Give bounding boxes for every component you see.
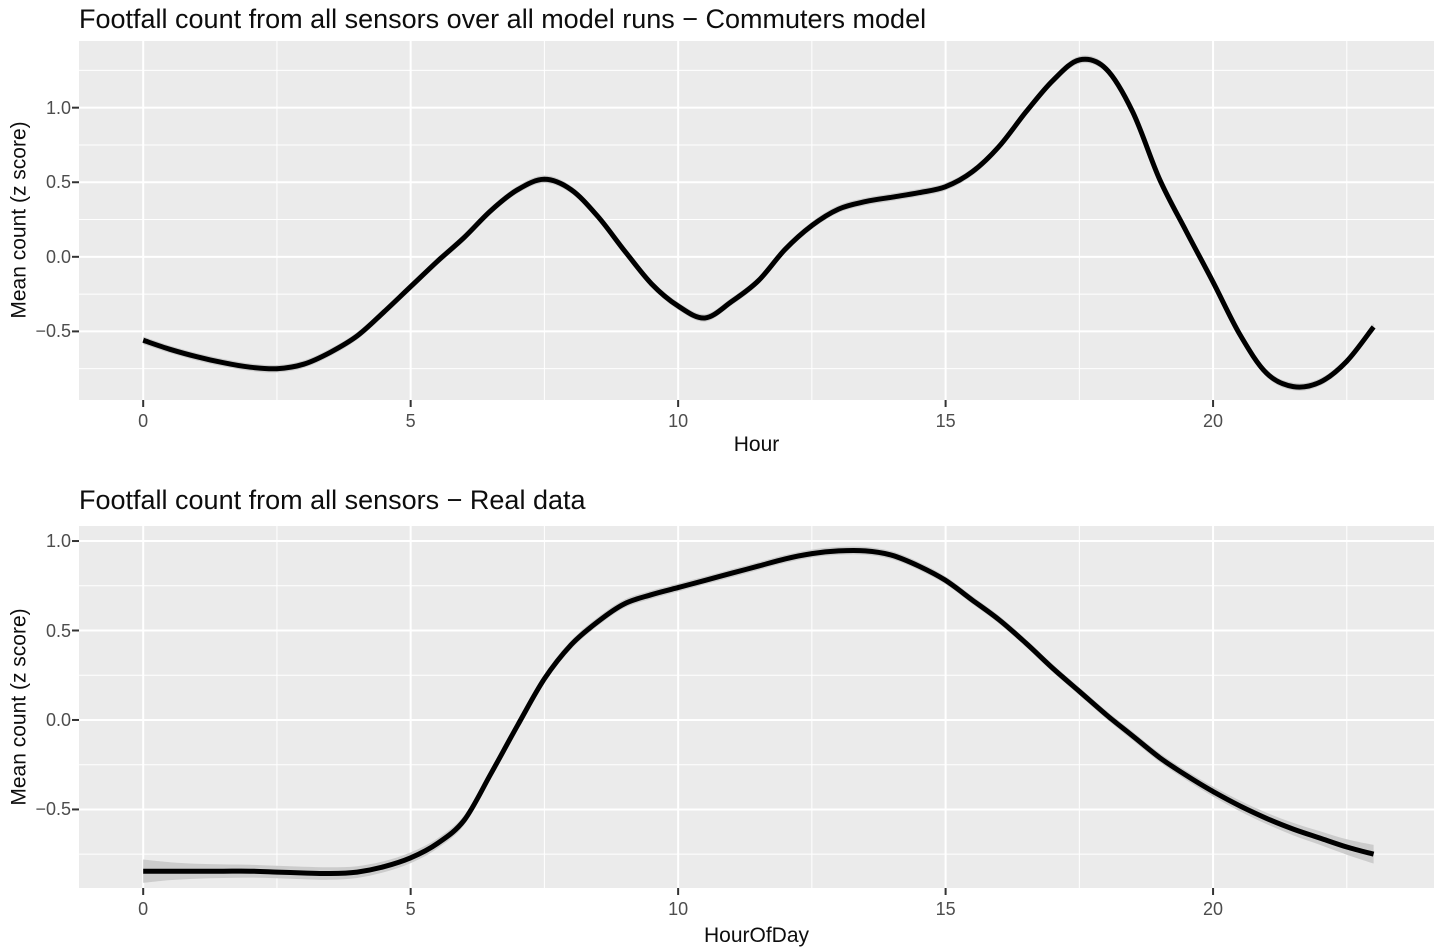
panel-background [79,526,1434,888]
grid-major [79,41,1434,400]
x-tick-label: 20 [1203,899,1224,919]
plot-panel-real-data [72,526,1434,895]
x-tick-label: 15 [935,899,956,919]
trend-line [142,56,1376,390]
x-tick-label: 10 [668,411,689,431]
trend-line [143,547,1375,877]
axis-ticks [72,540,1215,895]
grid-minor [79,41,1434,400]
x-axis-title-commuters: Hour [733,433,780,456]
x-tick-label: 10 [668,899,689,919]
x-tick-label: 15 [935,411,956,431]
plot-title-real-data: Footfall count from all sensors − Real d… [79,485,586,515]
x-tick-label: 5 [405,411,416,431]
panel-background [79,41,1434,400]
y-tick-label: 0.5 [45,172,71,193]
plot-panel-commuters [72,41,1434,407]
y-tick-label: 1.0 [45,531,71,552]
grid-minor [79,526,1434,888]
y-tick-label: 0.0 [45,709,71,730]
x-axis-title-real-data: HourOfDay [703,924,810,947]
y-tick-label: −0.5 [35,799,71,820]
axis-ticks [72,106,1215,407]
y-tick-label: −0.5 [35,321,71,342]
y-tick-label: 0.0 [45,246,71,267]
x-tick-label: 20 [1203,411,1224,431]
plot-title-commuters: Footfall count from all sensors over all… [79,4,927,34]
grid-major [79,526,1434,888]
x-tick-label: 0 [138,899,149,919]
y-tick-label: 1.0 [45,97,71,118]
y-axis-title-commuters: Mean count (z score) [7,121,31,319]
x-tick-label: 5 [405,899,416,919]
x-tick-label: 0 [138,411,149,431]
y-tick-label: 0.5 [45,620,71,641]
